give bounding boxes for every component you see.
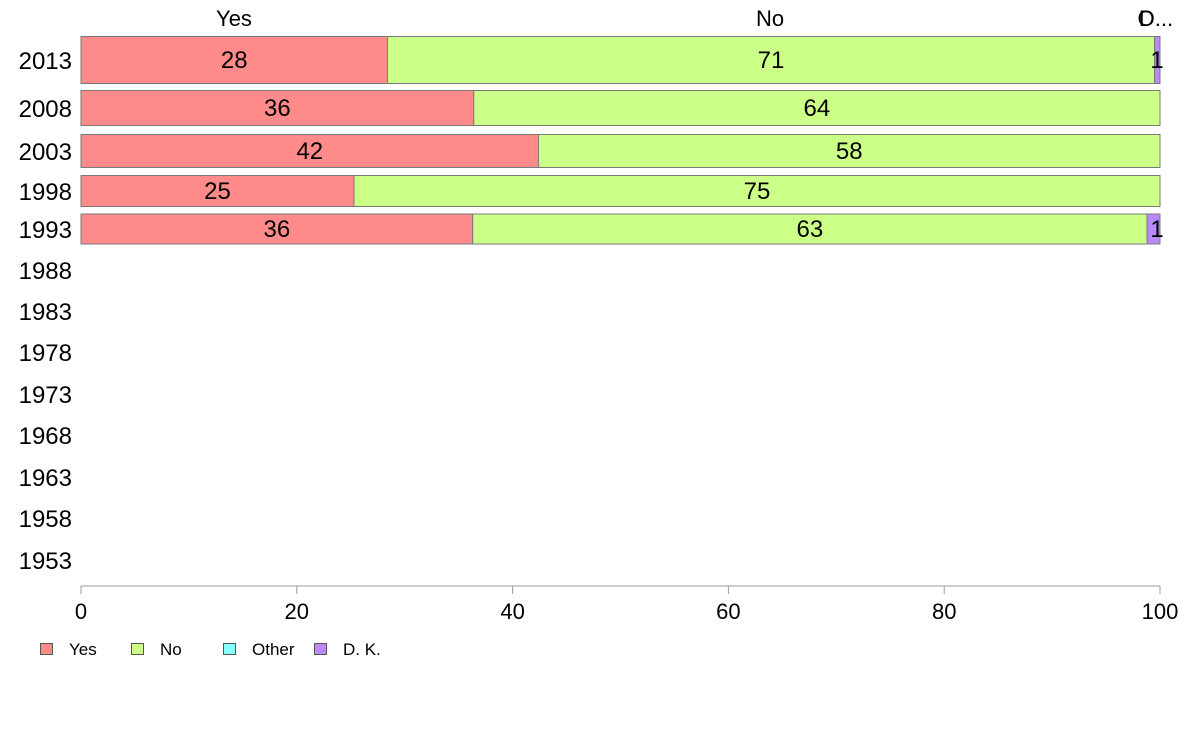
category-label-2003: 2003 [19,139,72,166]
category-label-1988: 1988 [19,258,72,285]
bar-2003-no [537,134,1161,168]
legend-swatch-other [223,643,236,655]
data-label-2003-no: 58 [836,138,863,165]
category-label-2008: 2008 [19,96,72,123]
x-tick-label-0: 0 [75,599,87,624]
bar-1993-yes [80,213,474,245]
legend-label-yes: Yes [69,640,97,659]
x-tick-label-80: 80 [932,599,956,624]
x-tick-label-40: 40 [500,599,524,624]
legend-swatch-yes [40,643,53,655]
top-header-0: Yes [216,6,252,31]
bar-1998-yes [80,175,355,207]
data-label-2013-no: 71 [758,47,785,74]
category-label-1978: 1978 [19,340,72,367]
data-label-1993-dk: 1 [1150,216,1163,243]
data-label-2013-dk: 1 [1150,47,1163,74]
bar-2008-no [473,90,1161,126]
bar-2003-yes [80,134,539,168]
category-label-1953: 1953 [19,548,72,575]
data-label-1998-no: 75 [744,178,771,205]
x-tick-label-60: 60 [716,599,740,624]
category-label-2013: 2013 [19,48,72,75]
top-header-3: D... [1139,6,1173,31]
legend-label-dk: D. K. [343,640,381,659]
category-label-1968: 1968 [19,423,72,450]
category-label-1993: 1993 [19,217,72,244]
category-label-1958: 1958 [19,506,72,533]
legend-swatch-dk [314,643,327,655]
legend-label-no: No [160,640,182,659]
legend-swatch-no [131,643,144,655]
data-label-1993-yes: 36 [263,216,290,243]
legend-label-other: Other [252,640,295,659]
data-label-2008-yes: 36 [264,95,291,122]
top-header-2: O [1137,6,1154,31]
bar-1998-no [353,175,1161,207]
top-header-1: No [756,6,784,31]
data-label-2008-no: 64 [804,95,831,122]
data-label-1993-no: 63 [797,216,824,243]
x-tick-label-20: 20 [285,599,309,624]
category-label-1973: 1973 [19,382,72,409]
bar-2013-dk [1154,36,1161,84]
bar-2013-no [386,36,1156,84]
data-label-2003-yes: 42 [296,138,323,165]
category-label-1998: 1998 [19,179,72,206]
category-label-1983: 1983 [19,299,72,326]
bar-2013-yes [80,36,388,84]
data-label-2013-yes: 28 [221,47,248,74]
data-label-1998-yes: 25 [204,178,231,205]
category-label-1963: 1963 [19,465,72,492]
bar-1993-dk [1146,213,1161,245]
bar-1993-no [472,213,1148,245]
x-tick-label-100: 100 [1142,599,1179,624]
